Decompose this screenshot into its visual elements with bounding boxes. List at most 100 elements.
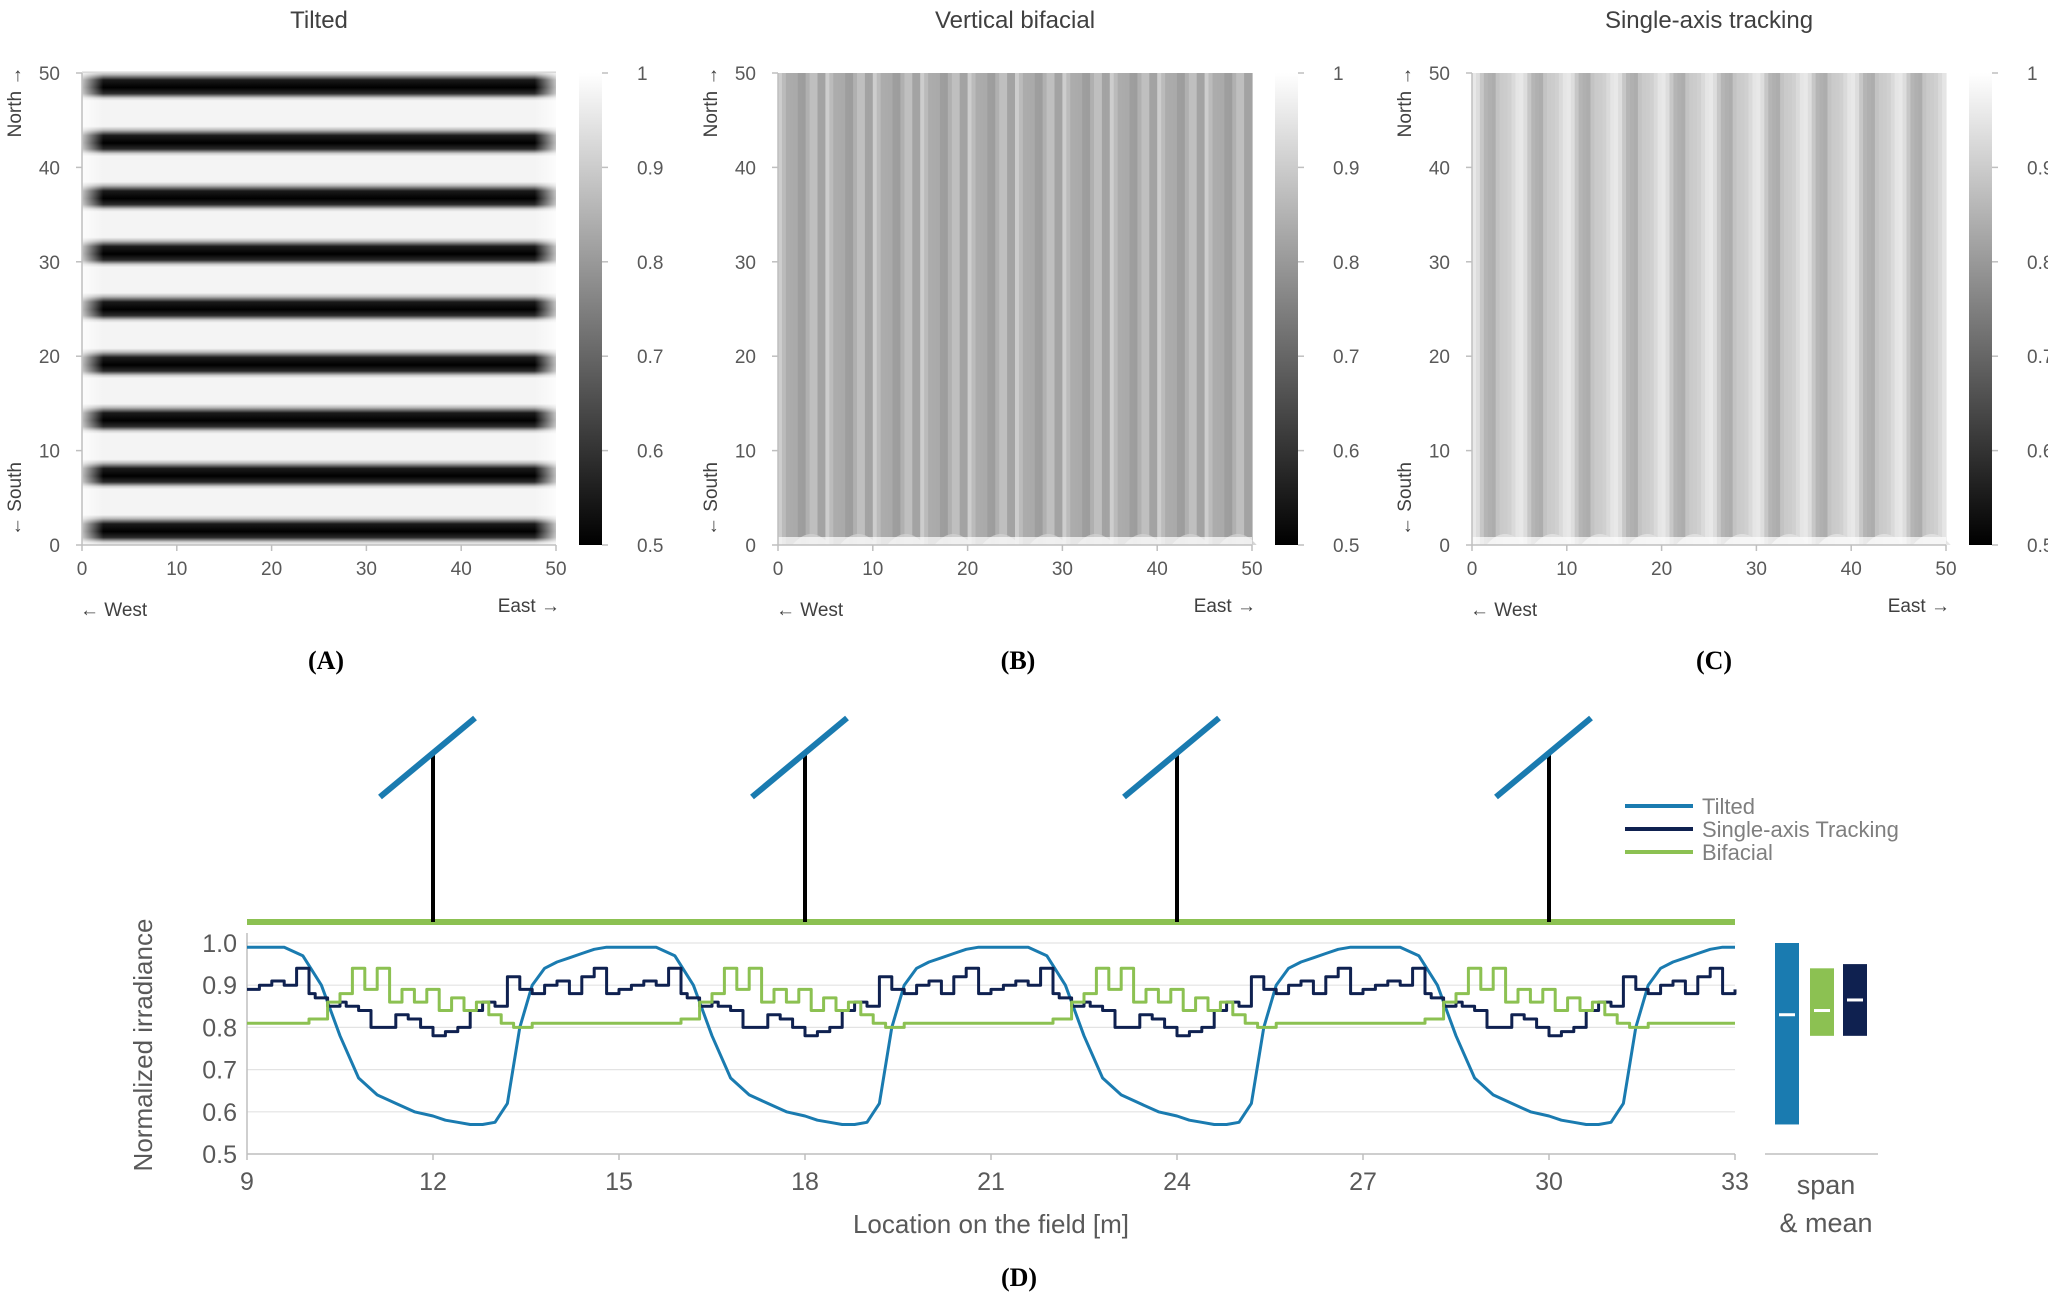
module-panel: [378, 715, 477, 800]
heatmap-column: [1780, 73, 1785, 545]
heatmap-column: [1547, 73, 1552, 545]
heatmap-column: [1752, 73, 1757, 545]
y-tick-label: 10: [1429, 442, 1450, 463]
panel-label: (C): [1696, 646, 1732, 675]
heatmap-column: [1748, 73, 1754, 545]
heatmap-column: [979, 73, 984, 545]
heatmap-column: [1665, 73, 1671, 545]
heatmap-column: [1050, 73, 1056, 545]
heatmap-panel-3: Single-axis tracking 0 10 20 30 40 50 0 10 20 30 40…: [1395, 7, 2048, 675]
line-panel: 0.5 0.6 0.7 0.8 0.9 1.0 9 12 15 18 21 24 27 30 33 Locat…: [128, 715, 1899, 1292]
y-direction-south: ← South: [5, 462, 26, 536]
heatmap-column: [1693, 73, 1698, 545]
series-line-2: [247, 966, 1737, 1038]
heatmap-column: [943, 73, 949, 545]
heatmap-column: [1165, 73, 1170, 545]
heatmap-column: [1066, 73, 1071, 545]
heatmap-column: [1914, 73, 1919, 545]
heatmap-column: [1121, 73, 1127, 545]
heatmap-column: [1018, 73, 1024, 545]
heatmap-column: [1058, 73, 1063, 545]
heatmap-column: [975, 73, 981, 545]
y-direction-north: North →: [1395, 67, 1416, 138]
heatmap-column: [1157, 73, 1162, 545]
heatmap-column: [793, 73, 799, 545]
heatmap-column: [1705, 73, 1710, 545]
heatmap-column: [817, 73, 823, 545]
series-line-1: [247, 945, 1735, 1126]
heatmap-column: [1101, 73, 1107, 545]
heatmap-column: [1910, 73, 1915, 545]
heatmap-column: [1590, 73, 1596, 545]
heatmap-column: [1898, 73, 1904, 545]
heatmap-column: [1784, 73, 1789, 545]
heatmap-column: [1637, 73, 1643, 545]
heatmap-column: [1007, 73, 1012, 545]
y-tick-label: 10: [735, 442, 756, 463]
heatmap-column: [813, 73, 819, 545]
heatmap-column: [1791, 73, 1797, 545]
heatmap-column: [1578, 73, 1584, 545]
heatmap-column: [1843, 73, 1848, 545]
heatmap-column: [1228, 73, 1233, 545]
y-tick-label: 0.8: [202, 1014, 237, 1042]
heatmap-column: [1732, 73, 1738, 545]
heatmap-column: [924, 73, 929, 545]
heatmap-column: [1180, 73, 1186, 545]
heatmap-column: [888, 73, 894, 545]
x-tick-label: 20: [1651, 559, 1672, 580]
heatmap-column: [789, 73, 795, 545]
heatmap-column: [1709, 73, 1714, 545]
heatmap-column: [1539, 73, 1544, 545]
colorbar: [1275, 73, 1298, 545]
heatmap-column: [1499, 73, 1505, 545]
span-label: span: [1797, 1170, 1856, 1200]
heatmap-column: [1038, 73, 1044, 545]
heatmap-column: [1602, 73, 1607, 545]
bottom-edge: [1472, 537, 1946, 545]
panel-label: (A): [308, 646, 344, 675]
y-direction-north: North →: [5, 67, 26, 138]
heatmap-column: [987, 73, 992, 545]
heatmap-column: [1630, 73, 1635, 545]
heatmap-column: [1906, 73, 1912, 545]
heatmap-column: [1855, 73, 1860, 545]
heatmap-column: [1208, 73, 1214, 545]
heatmap-column: [1701, 73, 1706, 545]
heatmap-column: [1744, 73, 1750, 545]
colorbar-tick-label: 0.6: [2027, 442, 2048, 463]
heatmap-column: [864, 73, 870, 545]
y-tick-label: 0: [1439, 536, 1450, 557]
colorbar-tick-label: 0.9: [637, 158, 663, 179]
x-tick-label: 40: [451, 559, 472, 580]
heatmap-column: [1626, 73, 1631, 545]
heatmap-column: [1586, 73, 1592, 545]
heatmap-column: [1716, 73, 1722, 545]
x-direction-east: East →: [1194, 596, 1256, 617]
heatmap-column: [1216, 73, 1221, 545]
heatmap-column: [1926, 73, 1931, 545]
heatmap-column: [1074, 73, 1079, 545]
heatmap-column: [1495, 73, 1501, 545]
y-tick-label: 50: [39, 64, 60, 85]
heatmap-column: [1863, 73, 1868, 545]
x-tick-label: 40: [1841, 559, 1862, 580]
heatmap-column: [1137, 73, 1142, 545]
heatmap-column: [1673, 73, 1678, 545]
heatmap-column: [1740, 73, 1746, 545]
heatmap-column: [1870, 73, 1876, 545]
heatmap-column: [876, 73, 882, 545]
y-tick-label: 1.0: [202, 930, 237, 958]
heatmap-column: [1689, 73, 1694, 545]
heatmap-column: [1697, 73, 1702, 545]
y-tick-label: 40: [1429, 158, 1450, 179]
heatmap-column: [1483, 73, 1489, 545]
heatmap-column: [983, 73, 988, 545]
heatmap-column: [1184, 73, 1190, 545]
heatmap-column: [1515, 73, 1520, 545]
x-direction-west: ← West: [776, 600, 844, 621]
colorbar-tick-label: 0.8: [2027, 253, 2048, 274]
y-direction-south: ← South: [1395, 462, 1416, 536]
heatmap-edge-fade: [82, 73, 556, 545]
